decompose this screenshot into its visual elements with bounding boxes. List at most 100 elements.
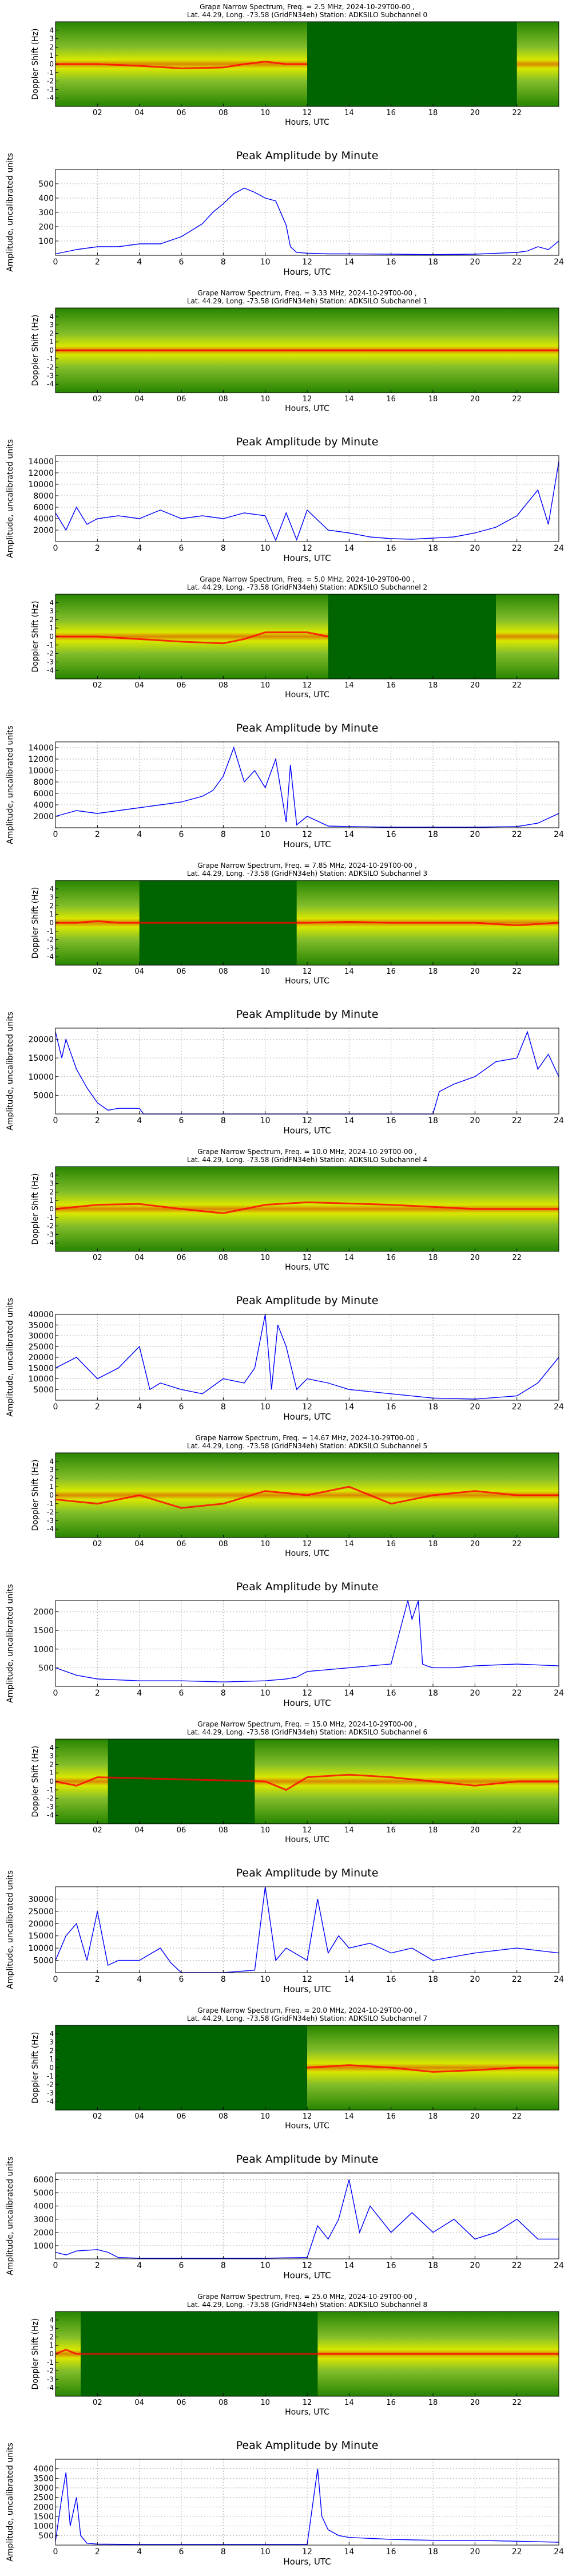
y-tick-label: 400	[38, 194, 54, 203]
x-tick-label: 06	[177, 2399, 186, 2407]
x-tick-label: 14	[344, 1116, 354, 1125]
amplitude-series-line	[55, 187, 559, 255]
x-tick-label: 10	[260, 1975, 271, 1984]
amplitude-title: Peak Amplitude by Minute	[236, 722, 379, 734]
x-tick-label: 06	[177, 967, 186, 976]
x-tick-label: 8	[221, 2547, 226, 2557]
y-tick-label: 2000	[33, 526, 54, 535]
y-axis-label: Doppler Shift (Hz)	[31, 2318, 40, 2390]
x-tick-label: 20	[470, 681, 480, 690]
y-tick-label: 0	[49, 2064, 54, 2072]
x-tick-label: 18	[428, 1975, 438, 1984]
y-tick-label: -2	[47, 364, 54, 372]
x-tick-label: 0	[53, 258, 58, 267]
x-tick-label: 6	[179, 258, 184, 267]
y-tick-label: 12000	[28, 755, 54, 764]
x-tick-label: 8	[221, 1116, 226, 1125]
x-tick-label: 06	[177, 1254, 186, 1262]
x-tick-label: 24	[554, 258, 564, 267]
amplitude-panel-9: Peak Amplitude by Minute5000100001500020…	[6, 1294, 564, 1422]
x-tick-label: 8	[221, 1402, 226, 1412]
y-tick-label: 4	[49, 26, 54, 34]
x-tick-label: 12	[302, 1116, 312, 1125]
y-tick-label: 2000	[33, 2503, 54, 2512]
y-tick-label: 4000	[33, 2465, 54, 2474]
x-tick-label: 12	[303, 967, 312, 976]
x-tick-label: 4	[137, 2261, 142, 2270]
y-tick-label: -4	[47, 1811, 54, 1819]
y-tick-label: 6000	[33, 789, 54, 799]
x-tick-label: 22	[512, 395, 522, 404]
x-tick-label: 12	[303, 395, 312, 404]
spectrogram-panel-6: Grape Narrow Spectrum, Freq. = 7.85 MHz,…	[31, 862, 559, 986]
spectrogram-title-line1: Grape Narrow Spectrum, Freq. = 20.0 MHz,…	[197, 2006, 416, 2014]
x-tick-label: 08	[219, 109, 228, 117]
x-tick-label: 2	[95, 1116, 100, 1125]
y-tick-label: 6000	[33, 2176, 54, 2185]
y-axis-label: Doppler Shift (Hz)	[31, 1174, 40, 1245]
spectrogram-panel-4: Grape Narrow Spectrum, Freq. = 5.0 MHz, …	[31, 575, 559, 700]
x-tick-label: 12	[302, 1975, 312, 1984]
y-tick-label: 0	[49, 346, 54, 354]
x-tick-label: 14	[344, 1975, 354, 1984]
y-tick-label: 1000	[33, 2242, 54, 2251]
x-tick-label: 12	[302, 544, 312, 553]
amplitude-title: Peak Amplitude by Minute	[236, 1581, 379, 1593]
y-tick-label: 10000	[28, 767, 54, 776]
x-axis-label: Hours, UTC	[285, 977, 329, 986]
y-tick-label: -1	[47, 1786, 54, 1794]
x-tick-label: 16	[386, 258, 396, 267]
x-tick-label: 4	[137, 830, 142, 839]
x-tick-label: 18	[428, 2261, 438, 2270]
x-tick-label: 10	[260, 1254, 270, 1262]
amplitude-title: Peak Amplitude by Minute	[236, 1294, 379, 1307]
y-axis-label: Amplitude, uncalibrated units	[6, 2443, 15, 2562]
x-tick-label: 18	[428, 1689, 438, 1698]
x-tick-label: 04	[134, 681, 144, 690]
x-tick-label: 18	[428, 544, 438, 553]
x-tick-label: 04	[134, 967, 144, 976]
x-tick-label: 18	[428, 2112, 438, 2121]
y-tick-label: 1	[49, 1483, 54, 1491]
spectrogram-title-line2: Lat. 44.29, Long. -73.58 (GridFN34eh) St…	[187, 11, 427, 19]
y-tick-label: 2	[49, 43, 54, 51]
y-tick-label: 1	[49, 2055, 54, 2063]
y-tick-label: 10000	[28, 1073, 54, 1082]
amplitude-series-line	[55, 1886, 559, 1973]
x-tick-label: 18	[428, 258, 438, 267]
x-tick-label: 16	[386, 1689, 396, 1698]
y-tick-label: 3	[49, 1180, 54, 1188]
y-tick-label: 8000	[33, 778, 54, 787]
x-tick-label: 16	[386, 2112, 396, 2121]
y-axis-label: Doppler Shift (Hz)	[31, 1746, 40, 1818]
x-tick-label: 16	[386, 967, 396, 976]
y-axis-label: Doppler Shift (Hz)	[31, 315, 40, 386]
y-tick-label: 0	[49, 1491, 54, 1499]
y-tick-label: 1500	[33, 2512, 54, 2522]
x-tick-label: 04	[134, 1254, 144, 1262]
x-tick-label: 0	[53, 1689, 58, 1698]
y-axis-label: Amplitude, uncalibrated units	[6, 153, 15, 272]
x-tick-label: 16	[386, 681, 396, 690]
y-tick-label: 2	[49, 1760, 54, 1768]
x-tick-label: 12	[302, 2261, 312, 2270]
x-tick-label: 22	[512, 258, 522, 267]
x-tick-label: 04	[134, 2399, 144, 2407]
amplitude-title: Peak Amplitude by Minute	[236, 436, 379, 448]
y-axis-label: Amplitude, uncalibrated units	[6, 1012, 15, 1131]
amplitude-panel-15: Peak Amplitude by Minute 1000 2000 3000 4000…	[6, 2153, 564, 2281]
amplitude-title: Peak Amplitude by Minute	[236, 2153, 379, 2166]
spectrogram-panel-16: Grape Narrow Spectrum, Freq. = 25.0 MHz,…	[31, 2293, 559, 2417]
y-tick-label: 2000	[33, 2229, 54, 2238]
x-tick-label: 10	[260, 2399, 270, 2407]
x-axis-label: Hours, UTC	[283, 1984, 331, 1994]
x-tick-label: 10	[260, 109, 270, 117]
y-tick-label: -3	[47, 1516, 54, 1524]
y-tick-label: 5000	[33, 1385, 54, 1394]
x-tick-label: 22	[512, 2399, 522, 2407]
y-tick-label: 0	[49, 1205, 54, 1213]
x-tick-label: 0	[53, 1402, 58, 1412]
amplitude-panel-17: Peak Amplitude by Minute5001000150020002…	[6, 2439, 564, 2567]
x-tick-label: 08	[219, 1826, 228, 1835]
y-tick-label: 1500	[33, 1626, 54, 1635]
